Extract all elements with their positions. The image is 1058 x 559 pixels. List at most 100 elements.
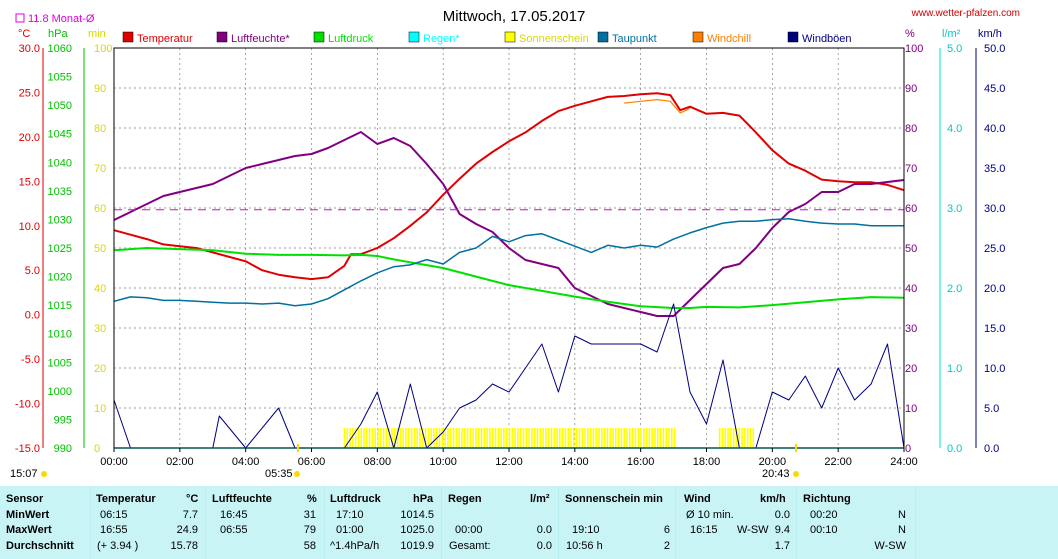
ytick-press-14: 990 — [54, 443, 72, 455]
ytick-temp-5: 5.0 — [25, 265, 40, 277]
ytick-min-7: 30 — [94, 323, 106, 335]
header-humidity-unit: % — [307, 493, 317, 505]
ytick-min-0: 100 — [94, 43, 112, 55]
sunset-icon — [793, 471, 799, 477]
ytick-min-9: 10 — [94, 403, 106, 415]
unit-celsius: °C — [18, 28, 30, 40]
row-min-temp-value: 7.7 — [182, 509, 198, 521]
xtick-label-4: 08:00 — [364, 456, 392, 468]
row-max-wind-time: 16:15 — [690, 524, 718, 536]
ytick-press-2: 1050 — [48, 100, 72, 112]
xtick-label-2: 04:00 — [232, 456, 260, 468]
series-line-0 — [113, 92, 905, 281]
ytick-wind-4: 30.0 — [984, 203, 1005, 215]
header-sensor: Sensor — [6, 493, 44, 505]
unit-min: min — [88, 28, 106, 40]
row-min-direction-time: 00:20 — [810, 509, 838, 521]
header-sunshine: Sonnenschein min — [565, 493, 663, 505]
ytick-wind-6: 20.0 — [984, 283, 1005, 295]
row-min-label: MinWert — [6, 509, 50, 521]
xtick-label-9: 18:00 — [693, 456, 721, 468]
ytick-min-6: 40 — [94, 283, 106, 295]
legend-label-3: Regen* — [423, 33, 460, 45]
ytick-pct-9: 10 — [905, 403, 917, 415]
xtick-label-3: 06:00 — [298, 456, 326, 468]
sunshine-bars — [343, 428, 755, 448]
row-max-humidity-time: 06:55 — [220, 524, 248, 536]
stats-col-empty — [916, 486, 1058, 559]
xtick-label-10: 20:00 — [759, 456, 787, 468]
ytick-min-4: 60 — [94, 203, 106, 215]
legend-label-1: Luftfeuchte* — [231, 33, 290, 45]
ytick-temp-4: 10.0 — [19, 221, 40, 233]
xtick-label-5: 10:00 — [429, 456, 457, 468]
monthly-avg-label: 11.8 Monat-Ø — [28, 13, 95, 25]
ytick-pct-8: 20 — [905, 363, 917, 375]
ytick-min-5: 50 — [94, 243, 106, 255]
unit-hpa: hPa — [48, 28, 68, 40]
row-min-wind-time: Ø 10 min. — [686, 509, 734, 521]
row-avg-direction-value: W-SW — [874, 540, 906, 552]
ytick-press-0: 1060 — [48, 43, 72, 55]
row-max-rain-value: 0.0 — [536, 524, 552, 536]
ytick-press-4: 1040 — [48, 157, 72, 169]
ytick-wind-0: 50.0 — [984, 43, 1005, 55]
legend-label-6: Windchill — [707, 33, 751, 45]
series-line-3 — [113, 217, 904, 307]
legend-swatch-0 — [122, 31, 134, 43]
row-avg-rain-value: 0.0 — [536, 540, 552, 552]
ytick-press-7: 1025 — [48, 243, 72, 255]
stats-col-sunshine — [559, 486, 675, 559]
xtick-label-11: 22:00 — [824, 456, 852, 468]
row-avg-pressure-trend: ^1.4hPa/h — [330, 540, 380, 552]
sun-icon — [41, 471, 47, 477]
legend-label-4: Sonnenschein — [519, 33, 589, 45]
legend-swatch-4 — [504, 31, 516, 43]
ytick-press-10: 1010 — [48, 329, 72, 341]
row-max-temp-value: 24.9 — [176, 524, 198, 536]
ytick-temp-1: 25.0 — [19, 87, 40, 99]
stats-col-rain — [442, 486, 558, 559]
stats-col-direction — [797, 486, 915, 559]
header-temperature: Temperatur — [96, 493, 156, 505]
legend-swatch-2 — [313, 31, 325, 43]
xtick-label-8: 16:00 — [627, 456, 655, 468]
website-link[interactable]: www.wetter-pfalzen.com — [911, 8, 1020, 19]
row-max-pressure-time: 01:00 — [336, 524, 364, 536]
legend-swatch-7 — [787, 31, 799, 43]
ytick-wind-8: 10.0 — [984, 363, 1005, 375]
ytick-press-1: 1055 — [48, 72, 72, 84]
ytick-press-11: 1005 — [48, 357, 72, 369]
ytick-temp-2: 20.0 — [19, 132, 40, 144]
row-avg-pressure-value: 1019.9 — [400, 540, 434, 552]
ytick-min-2: 80 — [94, 123, 106, 135]
row-max-pressure-value: 1025.0 — [400, 524, 434, 536]
ytick-press-5: 1035 — [48, 186, 72, 198]
ytick-min-10: 0 — [94, 443, 100, 455]
row-avg-temp-value: 15.78 — [170, 540, 198, 552]
row-max-rain-time: 00:00 — [455, 524, 483, 536]
series-line-5 — [113, 303, 905, 449]
legend: Temperatur Luftfeuchte* Luftdruck Regen* Son… — [122, 31, 852, 45]
ytick-press-13: 995 — [54, 414, 72, 426]
ytick-pct-1: 90 — [905, 83, 917, 95]
row-max-temp-time: 16:55 — [100, 524, 128, 536]
ytick-temp-3: 15.0 — [19, 176, 40, 188]
row-max-direction-time: 00:10 — [810, 524, 838, 536]
ytick-wind-10: 0.0 — [984, 443, 999, 455]
row-max-direction-value: N — [898, 524, 906, 536]
ytick-wind-2: 40.0 — [984, 123, 1005, 135]
ytick-rain-3: 2.0 — [947, 283, 962, 295]
row-min-pressure-time: 17:10 — [336, 509, 364, 521]
sunrise-time: 05:35 — [265, 468, 293, 480]
header-wind-unit: km/h — [760, 493, 786, 505]
stats-col-humidity — [206, 486, 324, 559]
legend-swatch-5 — [597, 31, 609, 43]
y-axes: 30.0 25.0 20.0 15.0 10.0 5.0 0.0 -5.0 -10.0 -15.0… — [15, 43, 1006, 455]
ytick-rain-5: 0.0 — [947, 443, 962, 455]
ytick-pct-6: 40 — [905, 283, 917, 295]
series-line-4 — [624, 99, 691, 114]
ytick-wind-7: 15.0 — [984, 323, 1005, 335]
header-temperature-unit: °C — [186, 493, 199, 505]
x-axis: 00:00 02:00 04:00 06:00 08:00 10:00 12:00 14:00… — [100, 448, 918, 468]
